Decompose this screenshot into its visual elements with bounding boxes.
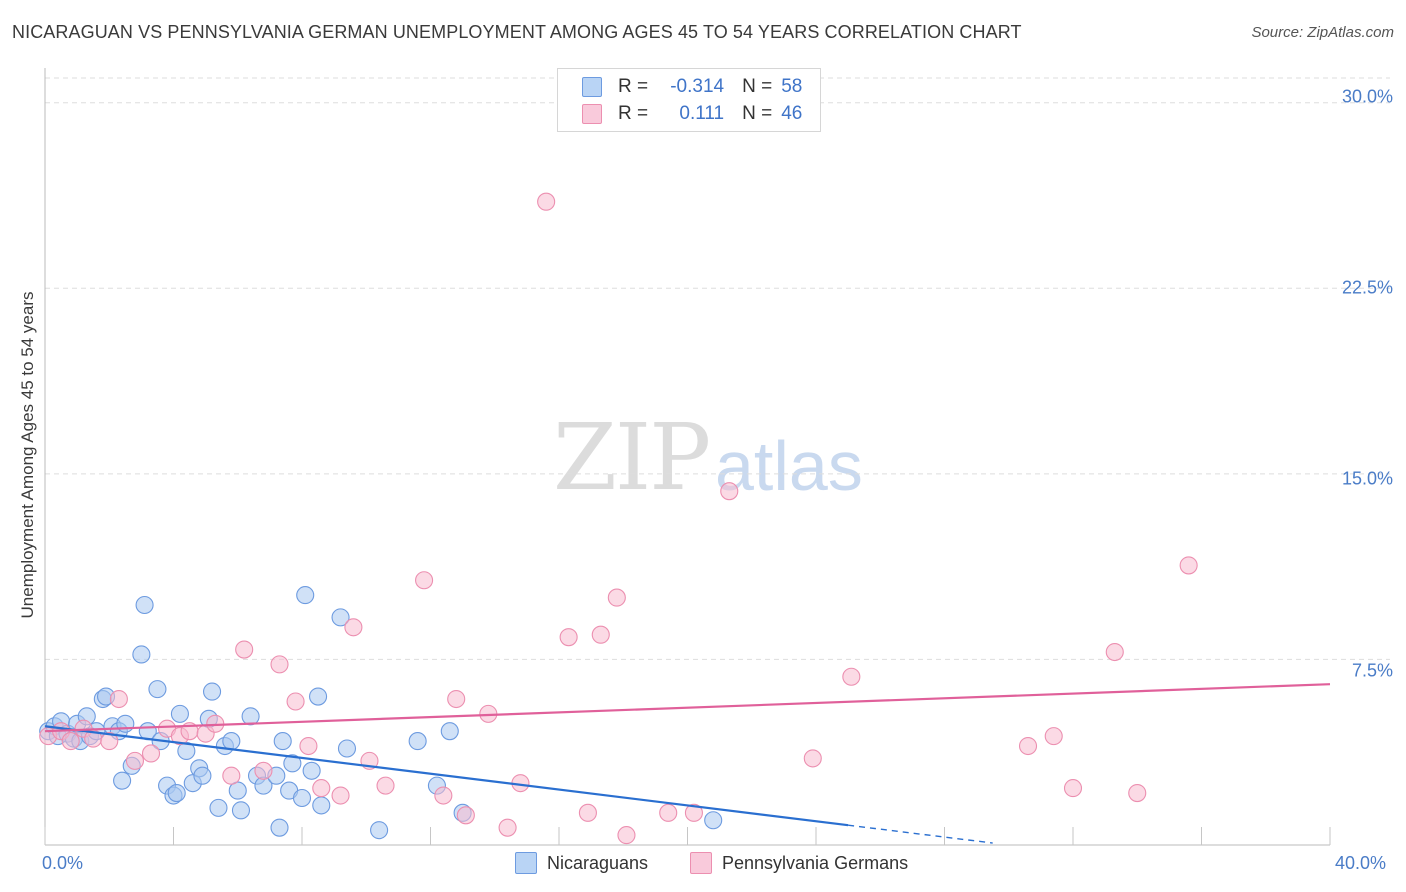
pennsylvania-germans-point (1105, 642, 1124, 662)
pennsylvania-germans-point (842, 667, 861, 686)
nicaraguans-point (241, 707, 260, 726)
pennsylvania-germans-point (312, 779, 331, 798)
x-tick-label: 40.0% (1335, 853, 1387, 873)
nicaraguans-point (408, 732, 427, 751)
nicaraguans-point (135, 595, 154, 615)
source-credit: Source: ZipAtlas.com (1251, 24, 1394, 41)
nicaraguans-point (704, 811, 723, 830)
pennsylvania-germans-point (222, 766, 241, 785)
legend-r-label: R = (618, 76, 649, 97)
pennsylvania-germans-point (607, 588, 626, 607)
legend-row-nicaraguans: R = -0.314 N = 58 (582, 75, 802, 99)
y-tick-label: 30.0% (1341, 86, 1393, 107)
pennsylvania-germans-point (344, 618, 363, 637)
nicaraguans-trend-line (44, 725, 849, 827)
legend-swatch-blue (582, 77, 602, 97)
pennsylvania-germans-point (109, 689, 128, 709)
legend-r-label: R = (618, 103, 649, 124)
nicaraguans-point (222, 732, 241, 751)
pennsylvania-germans-point (331, 786, 350, 805)
legend-n-label: N = (742, 76, 773, 97)
nicaraguans-point (132, 645, 151, 664)
nicaraguans-point (270, 818, 289, 837)
legend-label: Nicaraguans (547, 852, 649, 873)
pennsylvania-germans-point (1044, 727, 1063, 746)
nicaraguans-point (283, 754, 302, 773)
pennsylvania-germans-point (456, 806, 475, 825)
legend-r-value: -0.314 (670, 76, 725, 97)
y-axis-label: Unemployment Among Ages 45 to 54 years (18, 291, 37, 619)
pennsylvania-germans-point (591, 625, 610, 644)
pennsylvania-germans-point (578, 803, 597, 822)
pennsylvania-germans-point (803, 749, 822, 768)
nicaraguans-point (440, 722, 459, 741)
watermark-atlas: atlas (715, 427, 863, 505)
pennsylvania-germans-point (498, 818, 517, 837)
pennsylvania-germans-point (235, 640, 254, 659)
nicaraguans-point (296, 586, 315, 605)
pennsylvania-germans-point (684, 803, 703, 822)
pennsylvania-germans-point (141, 744, 161, 763)
pennsylvania-germans-point (1063, 779, 1083, 798)
x-tick-label: 0.0% (42, 853, 84, 873)
nicaraguans-point (309, 687, 328, 706)
nicaraguans-point (312, 796, 331, 815)
chart-title: NICARAGUAN VS PENNSYLVANIA GERMAN UNEMPL… (12, 22, 1022, 42)
nicaraguans-point (167, 783, 186, 803)
pennsylvania-germans-point (61, 732, 80, 751)
legend-n-label: N = (742, 103, 773, 124)
nicaraguans-point (337, 739, 357, 758)
nicaraguans-point (273, 732, 292, 751)
legend-label: Pennsylvania Germans (722, 852, 909, 873)
legend-row-pennsylvania-germans: R = 0.111 N = 46 (582, 102, 802, 126)
legend-n-value: 58 (781, 76, 803, 97)
pennsylvania-germans-point (376, 776, 395, 795)
pennsylvania-germans-point (537, 192, 556, 211)
pennsylvania-germans-point (270, 655, 289, 674)
pennsylvania-germans-point (720, 482, 739, 501)
legend-n-value: 46 (781, 103, 803, 124)
pennsylvania-germans-trend-line (44, 683, 1331, 733)
pennsylvania-germans-point (299, 736, 318, 756)
y-tick-label: 7.5% (1351, 660, 1393, 681)
y-tick-label: 15.0% (1341, 468, 1393, 489)
nicaraguans-point (370, 821, 389, 840)
nicaraguans-point (231, 801, 251, 820)
nicaraguans-point (148, 680, 167, 699)
legend-swatch-pink (690, 852, 712, 874)
watermark-zip: ZIP (553, 404, 711, 511)
pennsylvania-germans-point (100, 732, 119, 751)
pennsylvania-germans-point (286, 692, 305, 711)
legend-swatch-pink (582, 104, 602, 124)
y-tick-label: 22.5% (1341, 277, 1393, 298)
nicaraguans-point (116, 714, 135, 733)
nicaraguans-trend-extension (848, 824, 993, 844)
pennsylvania-germans-point (254, 761, 273, 780)
nicaraguans-point (331, 608, 350, 627)
pennsylvania-germans-point (1018, 736, 1038, 756)
pennsylvania-germans-point (1128, 783, 1147, 803)
pennsylvania-germans-point (447, 689, 466, 709)
legend-item-nicaraguans: Nicaraguans (515, 852, 648, 874)
pennsylvania-germans-point (559, 628, 578, 647)
pennsylvania-germans-point (617, 826, 636, 845)
stats-legend: R = -0.314 N = 58 R = 0.111 N = 46 (557, 68, 821, 132)
pennsylvania-germans-point (415, 571, 434, 590)
pennsylvania-germans-point (434, 786, 453, 805)
legend-item-pennsylvania-germans: Pennsylvania Germans (690, 852, 908, 874)
legend-swatch-blue (515, 852, 537, 874)
nicaraguans-point (302, 761, 321, 780)
nicaraguans-point (193, 766, 212, 785)
pennsylvania-germans-point (659, 803, 678, 822)
pennsylvania-germans-point (1179, 556, 1198, 575)
legend-r-value: 0.111 (679, 103, 725, 124)
nicaraguans-point (113, 771, 132, 790)
pennsylvania-germans-point (125, 751, 144, 770)
nicaraguans-point (203, 682, 222, 701)
nicaraguans-point (292, 788, 312, 808)
nicaraguans-point (170, 704, 189, 723)
nicaraguans-point (209, 798, 228, 817)
